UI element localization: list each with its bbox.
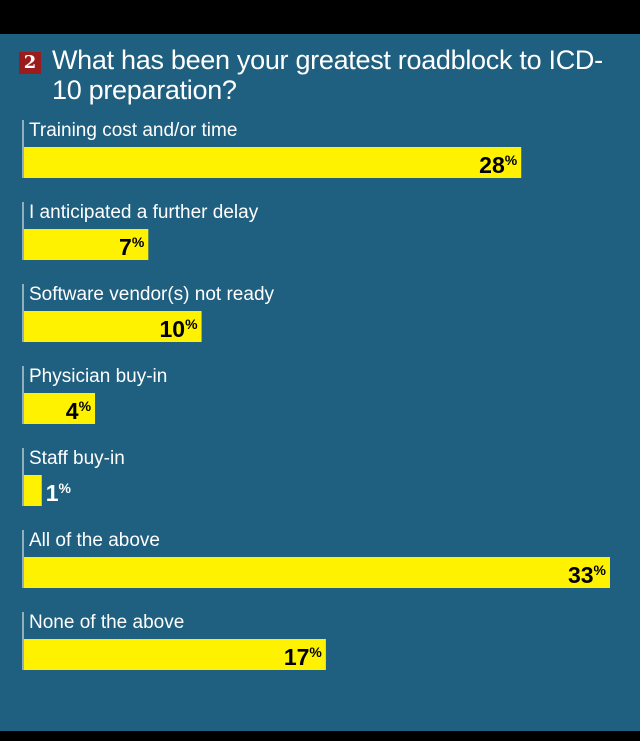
bar: [24, 475, 42, 506]
value-label: 1%: [46, 480, 72, 506]
bar: [24, 229, 149, 260]
category-label: I anticipated a further delay: [29, 202, 259, 223]
bar: [24, 393, 96, 424]
category-label: All of the above: [29, 530, 160, 551]
value-label: 33%: [568, 562, 607, 588]
bar: [24, 639, 326, 670]
chart-title: What has been your greatest roadblock to…: [52, 45, 603, 105]
bar: [24, 311, 202, 342]
category-label: Staff buy-in: [29, 448, 125, 469]
category-label: None of the above: [29, 612, 184, 633]
top-band: [0, 0, 640, 34]
bottom-band: [0, 731, 640, 741]
question-number-badge: 2: [19, 52, 41, 74]
category-label: Physician buy-in: [29, 366, 167, 387]
bar: [24, 557, 610, 588]
category-label: Software vendor(s) not ready: [29, 284, 275, 305]
category-label: Training cost and/or time: [29, 120, 237, 141]
bar: [24, 147, 522, 178]
